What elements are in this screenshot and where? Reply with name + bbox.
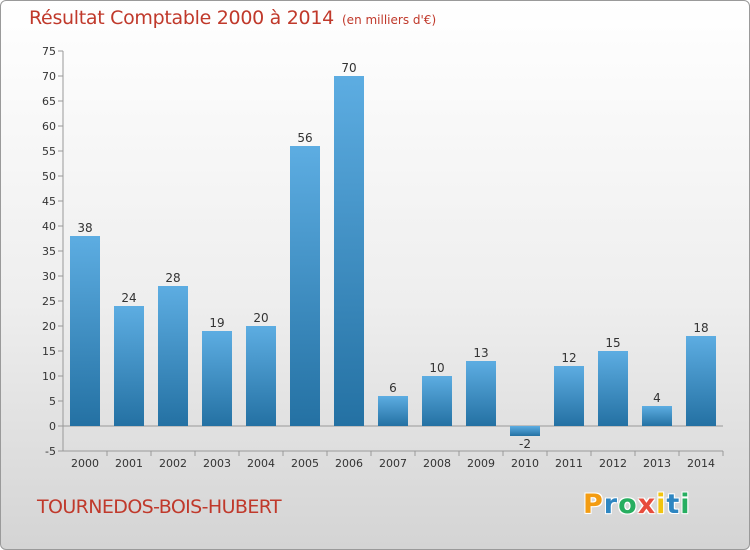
y-tick-label: 60 bbox=[42, 120, 56, 133]
x-tick-label: 2006 bbox=[335, 457, 363, 470]
bar-value-label: 6 bbox=[389, 381, 397, 395]
bar-value-label: 20 bbox=[253, 311, 268, 325]
x-tick-label: 2008 bbox=[423, 457, 451, 470]
y-tick-label: -5 bbox=[45, 445, 56, 458]
bar bbox=[598, 351, 628, 426]
bar bbox=[510, 426, 540, 436]
y-tick-label: 40 bbox=[42, 220, 56, 233]
bar bbox=[642, 406, 672, 426]
x-tick-label: 2007 bbox=[379, 457, 407, 470]
y-tick-label: 70 bbox=[42, 70, 56, 83]
x-tick-label: 2009 bbox=[467, 457, 495, 470]
logo-letter: t bbox=[666, 489, 681, 520]
x-tick-label: 2014 bbox=[687, 457, 715, 470]
bar-value-label: 38 bbox=[77, 221, 92, 235]
bar-value-label: -2 bbox=[519, 437, 531, 451]
proxiti-logo: Proxiti bbox=[583, 489, 691, 520]
bar-value-label: 4 bbox=[653, 391, 661, 405]
bar-value-label: 13 bbox=[473, 346, 488, 360]
bar bbox=[290, 146, 320, 426]
x-tick-label: 2010 bbox=[511, 457, 539, 470]
bar-value-label: 19 bbox=[209, 316, 224, 330]
logo-letter: r bbox=[603, 489, 619, 520]
y-tick-label: 65 bbox=[42, 95, 56, 108]
y-tick-label: 55 bbox=[42, 145, 56, 158]
bar-value-label: 18 bbox=[693, 321, 708, 335]
y-tick-label: 45 bbox=[42, 195, 56, 208]
y-tick-label: 50 bbox=[42, 170, 56, 183]
bar bbox=[202, 331, 232, 426]
logo-letter: x bbox=[637, 489, 657, 520]
x-tick-label: 2013 bbox=[643, 457, 671, 470]
bar bbox=[686, 336, 716, 426]
bar bbox=[466, 361, 496, 426]
logo-letter: i bbox=[656, 489, 667, 520]
bar bbox=[70, 236, 100, 426]
x-tick-label: 2003 bbox=[203, 457, 231, 470]
bar-value-label: 12 bbox=[561, 351, 576, 365]
x-tick-label: 2005 bbox=[291, 457, 319, 470]
bar bbox=[246, 326, 276, 426]
y-tick-label: 10 bbox=[42, 370, 56, 383]
bar bbox=[378, 396, 408, 426]
bar bbox=[334, 76, 364, 426]
logo-letter: o bbox=[618, 489, 638, 520]
chart-title: Résultat Comptable 2000 à 2014 bbox=[29, 7, 334, 29]
bar bbox=[422, 376, 452, 426]
bar-value-label: 24 bbox=[121, 291, 136, 305]
y-tick-label: 25 bbox=[42, 295, 56, 308]
bar-value-label: 15 bbox=[605, 336, 620, 350]
y-tick-label: 75 bbox=[42, 45, 56, 58]
logo-letter: i bbox=[680, 489, 691, 520]
x-tick-label: 2000 bbox=[71, 457, 99, 470]
x-tick-label: 2012 bbox=[599, 457, 627, 470]
y-tick-label: 20 bbox=[42, 320, 56, 333]
logo-letter: P bbox=[583, 489, 604, 520]
y-tick-label: 15 bbox=[42, 345, 56, 358]
x-tick-label: 2011 bbox=[555, 457, 583, 470]
bar-value-label: 70 bbox=[341, 61, 356, 75]
x-tick-label: 2001 bbox=[115, 457, 143, 470]
bar bbox=[114, 306, 144, 426]
y-tick-label: 35 bbox=[42, 245, 56, 258]
bar-value-label: 56 bbox=[297, 131, 312, 145]
commune-name: TOURNEDOS-BOIS-HUBERT bbox=[37, 496, 282, 518]
y-tick-label: 30 bbox=[42, 270, 56, 283]
x-tick-label: 2002 bbox=[159, 457, 187, 470]
y-tick-label: 0 bbox=[49, 420, 56, 433]
y-tick-label: 5 bbox=[49, 395, 56, 408]
chart-subtitle: (en milliers d'€) bbox=[342, 13, 437, 27]
bar-value-label: 10 bbox=[429, 361, 444, 375]
x-tick-label: 2004 bbox=[247, 457, 275, 470]
bar bbox=[554, 366, 584, 426]
bar-value-label: 28 bbox=[165, 271, 180, 285]
bar bbox=[158, 286, 188, 426]
